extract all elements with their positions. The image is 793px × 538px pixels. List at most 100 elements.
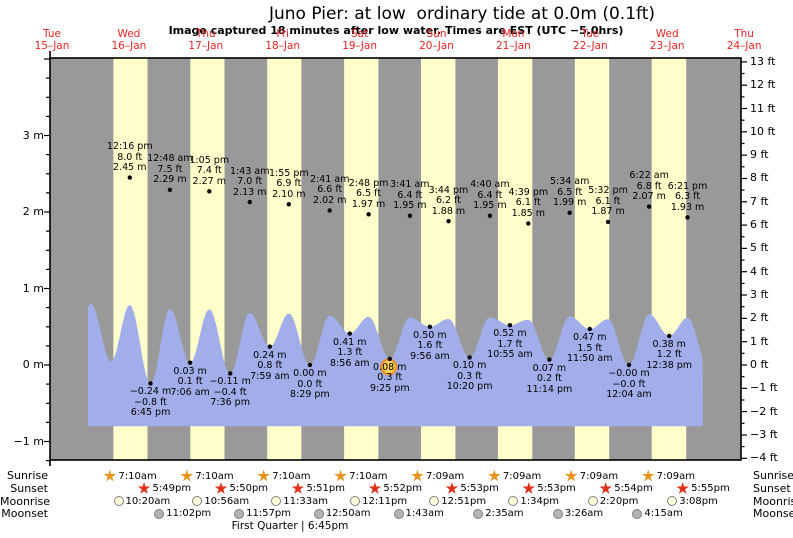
sunset-entry: 5:53pm: [522, 482, 576, 496]
astro-time: 7:09am: [579, 470, 619, 482]
meter-axis-label: −1 m: [13, 434, 44, 448]
astro-time: 12:51pm: [441, 495, 487, 507]
astro-time: 1:34pm: [520, 495, 559, 507]
low-tide-dot: [547, 357, 552, 362]
meter-axis-label: 2 m: [22, 205, 44, 218]
high-tide-annotation: 4:39 pm 6.1 ft 1.85 m: [508, 186, 549, 219]
low-tide-annotation: −0.00 m −0.0 ft 12:04 am: [606, 368, 652, 400]
feet-axis-label: −4 ft: [750, 451, 778, 465]
day-label: Tue 15–Jan: [34, 28, 70, 52]
moonset-entry: 11:02pm: [154, 507, 211, 521]
low-tide-annotation: −0.24 m −0.8 ft 6:45 pm: [129, 386, 172, 419]
low-tide-annotation: 0.00 m 0.0 ft 8:29 pm: [290, 368, 330, 400]
high-tide-dot: [247, 199, 252, 205]
sunset-icon: [137, 482, 151, 494]
day-label: Sun 20–Jan: [419, 28, 454, 52]
moonrise-entry: 3:08pm: [667, 494, 718, 508]
sunrise-entry: 7:10am: [103, 469, 157, 483]
astro-time: 12:50am: [325, 508, 371, 519]
sunset-entry: 5:54pm: [599, 482, 653, 496]
astro-time: 5:53pm: [460, 483, 499, 494]
moonset-icon: [154, 508, 165, 519]
moonset-entry: 1:43am: [393, 507, 444, 521]
sunset-icon: [676, 482, 689, 494]
feet-axis-label: 13 ft: [750, 54, 776, 68]
low-tide-annotation: 0.08 m 0.3 ft 9:25 pm: [369, 361, 410, 394]
low-tide-dot: [587, 326, 592, 332]
astro-time: 5:54pm: [614, 483, 653, 494]
astro-time: 10:56am: [204, 495, 250, 507]
caption-right-moonrise: Moonrise: [753, 495, 793, 508]
moonrise-icon: [113, 496, 124, 506]
moon-phase-note: First Quarter | 6:45pm: [231, 520, 349, 532]
feet-axis-label: 9 ft: [750, 148, 769, 162]
high-tide-dot: [327, 208, 332, 213]
meter-axis-label: 3 m: [22, 128, 44, 142]
astro-time: 7:09am: [656, 470, 695, 482]
chart-subtitle: Image captured 18 minutes after low wate…: [168, 24, 624, 37]
caption-right-sunset: Sunset: [753, 482, 791, 495]
sunrise-entry: 7:10am: [257, 469, 311, 483]
feet-axis-label: 5 ft: [750, 241, 769, 255]
sunrise-icon: [257, 469, 270, 482]
moonrise-entry: 11:33am: [271, 494, 328, 508]
feet-axis-label: 2 ft: [750, 311, 769, 325]
caption-right-moonset: Moonset: [753, 507, 793, 520]
moonset-entry: 3:26am: [552, 507, 603, 521]
high-tide-annotation: 4:40 am 6.4 ft 1.95 m: [470, 179, 510, 212]
astro-time: 5:55pm: [691, 483, 730, 494]
meter-axis-label: 1 m: [22, 281, 44, 295]
low-tide-annotation: 0.38 m 1.2 ft 12:38 pm: [646, 338, 693, 371]
high-tide-dot: [127, 175, 132, 180]
low-tide-dot: [267, 344, 272, 349]
moonset-entry: 11:57pm: [234, 507, 291, 521]
day-label: Wed 16–Jan: [111, 28, 147, 52]
astro-time: 5:50pm: [229, 483, 269, 494]
sunset-icon: [599, 482, 612, 494]
moonrise-entry: 2:20pm: [587, 494, 638, 508]
moonrise-entry: 12:51pm: [429, 494, 486, 508]
feet-axis-label: 4 ft: [750, 264, 769, 278]
moonrise-icon: [271, 496, 282, 506]
low-tide-dot: [626, 362, 632, 368]
feet-axis-label: 1 ft: [750, 334, 769, 348]
moonrise-icon: [508, 496, 519, 506]
astro-time: 2:35am: [485, 508, 524, 519]
feet-axis-label: 11 ft: [750, 101, 776, 115]
sunrise-icon: [488, 469, 501, 482]
high-tide-dot: [487, 213, 493, 218]
low-tide-dot: [467, 355, 472, 360]
sunrise-icon: [641, 469, 655, 482]
high-tide-dot: [446, 219, 451, 224]
sunset-entry: 5:55pm: [676, 482, 730, 496]
low-tide-annotation: 0.07 m 0.2 ft 11:14 pm: [526, 362, 573, 395]
feet-axis-label: 6 ft: [750, 218, 769, 232]
feet-axis-label: 3 ft: [750, 288, 769, 302]
plot-frame: [49, 57, 742, 461]
astro-time: 5:51pm: [306, 483, 345, 494]
feet-axis-label: 0 ft: [750, 358, 769, 371]
moonset-icon: [234, 508, 245, 519]
high-tide-annotation: 3:41 am 6.4 ft 1.95 m: [390, 179, 430, 212]
astro-time: 7:10am: [349, 470, 388, 482]
caption-left-moonrise: Moonrise: [0, 495, 50, 508]
sunset-entry: 5:51pm: [291, 482, 345, 496]
high-tide-annotation: 5:32 pm 6.1 ft 1.87 m: [588, 185, 628, 218]
high-tide-dot: [567, 210, 572, 215]
high-tide-annotation: 2:48 pm 6.5 ft 1.97 m: [348, 177, 389, 210]
day-label: Thu 24–Jan: [726, 28, 762, 52]
low-tide-annotation: 0.41 m 1.3 ft 8:56 am: [330, 336, 370, 369]
page-title: Juno Pier: at low ordinary tide at 0.0m …: [268, 4, 655, 24]
astro-time: 5:49pm: [152, 483, 192, 494]
caption-left-moonset: Moonset: [1, 507, 48, 520]
high-tide-annotation: 5:34 am 6.5 ft 1.99 m: [549, 176, 590, 209]
sunrise-entry: 7:10am: [334, 469, 387, 483]
sunrise-entry: 7:09am: [411, 469, 464, 483]
moonrise-icon: [350, 496, 361, 506]
high-tide-annotation: 2:41 am 6.6 ft 2.02 m: [310, 173, 350, 206]
sunset-entry: 5:52pm: [368, 482, 422, 496]
astro-time: 5:53pm: [537, 483, 576, 494]
moonset-entry: 4:15am: [632, 507, 683, 521]
moonrise-entry: 10:20am: [113, 494, 170, 508]
